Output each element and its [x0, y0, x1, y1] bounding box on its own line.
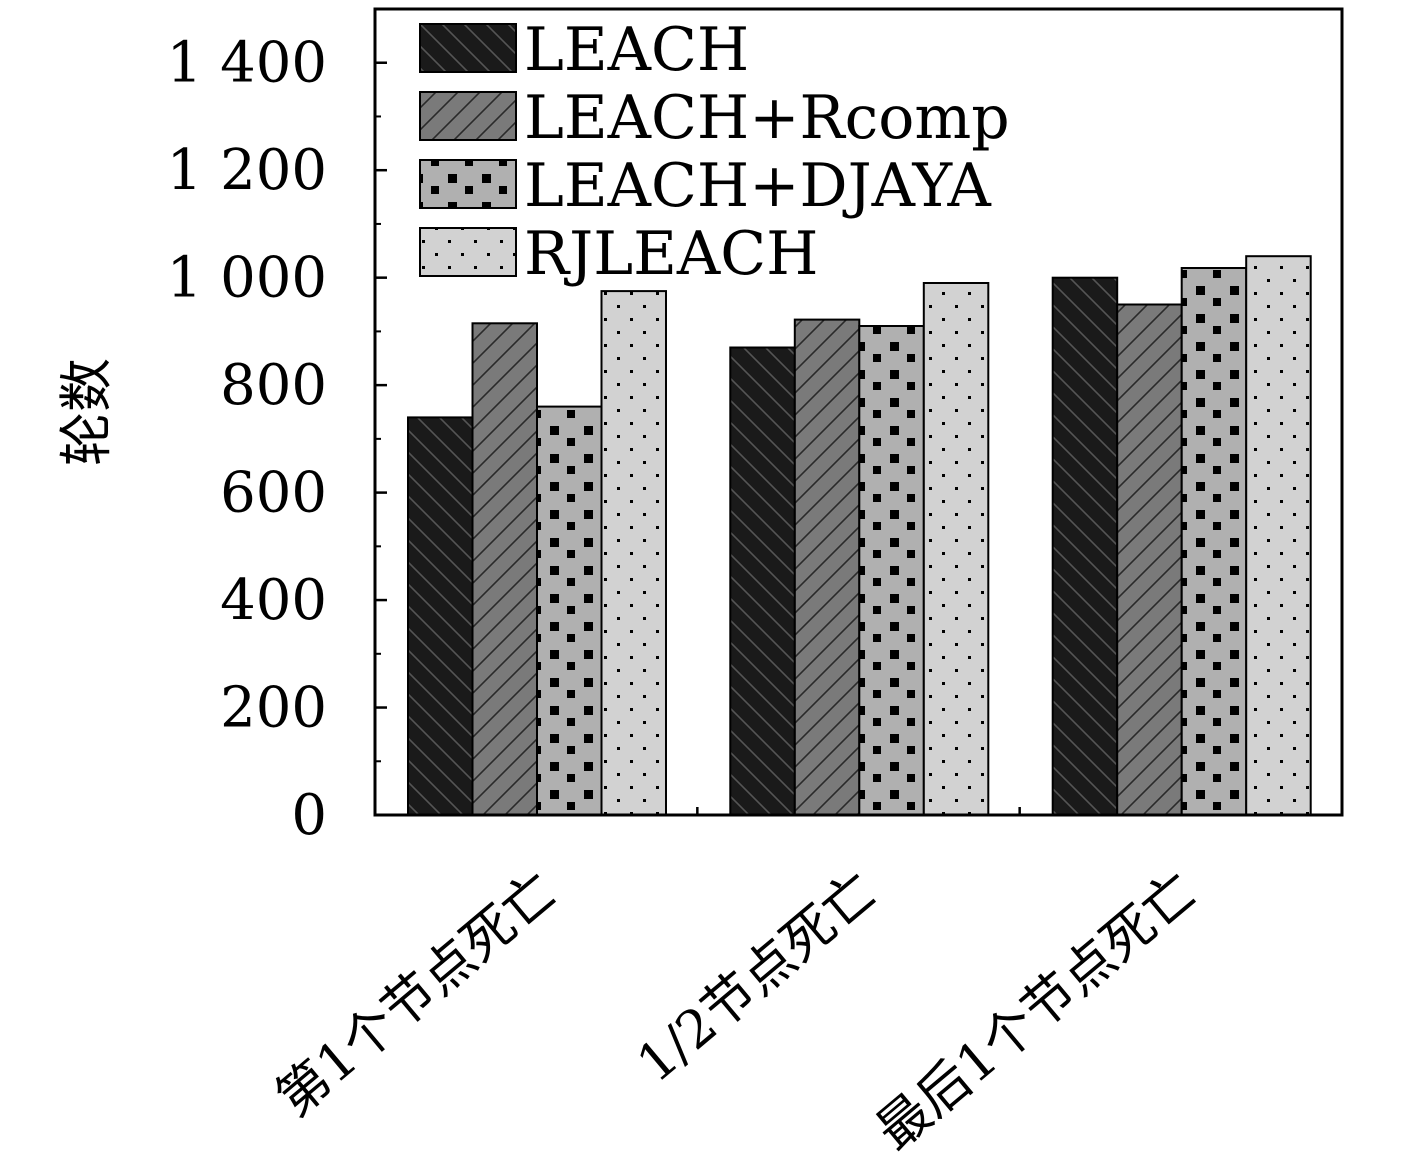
x-category-label: 最后1个节点死亡 — [866, 861, 1209, 1153]
bar — [729, 346, 796, 816]
legend-label: LEACH+Rcomp — [524, 83, 1010, 153]
legend-label: RJLEACH — [524, 219, 818, 289]
legend-label: LEACH — [524, 15, 749, 85]
y-tick-label: 200 — [220, 676, 327, 741]
bar — [471, 322, 538, 816]
x-category-label: 1/2节点死亡 — [626, 861, 888, 1094]
bar — [1180, 267, 1248, 816]
y-tick-label: 1 200 — [167, 138, 327, 203]
bar — [922, 282, 990, 816]
legend-swatch — [419, 227, 517, 277]
y-tick-label: 600 — [220, 461, 327, 526]
bar — [600, 290, 667, 817]
y-tick-label: 400 — [220, 568, 327, 633]
y-tick-label: 1 000 — [167, 246, 327, 311]
plot-frame — [373, 7, 1344, 817]
legend-swatch — [419, 91, 517, 141]
x-category-label: 第1个节点死亡 — [265, 861, 568, 1129]
y-tick-label: 0 — [291, 783, 327, 848]
bar — [1245, 255, 1312, 816]
y-axis-title: 轮数 — [55, 358, 118, 466]
legend-label: LEACH+DJAYA — [524, 151, 991, 221]
bar — [1051, 276, 1119, 816]
bar — [1116, 303, 1183, 816]
legend-swatch — [419, 159, 517, 209]
plot-area: 0 200 400 600 800 1 000 1 200 1 400 第1个节点死亡 1/2节点… — [55, 7, 1344, 1158]
bar — [536, 405, 603, 816]
bar — [858, 325, 925, 816]
y-tick-label: 1 400 — [167, 31, 327, 96]
legend-swatch — [419, 23, 517, 73]
bar — [407, 416, 474, 816]
bar — [793, 318, 861, 816]
y-tick-label: 800 — [220, 353, 327, 418]
